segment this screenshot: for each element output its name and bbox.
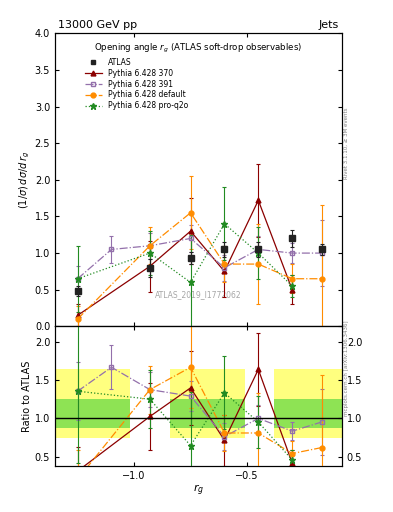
Text: mcplots.cern.ch [arXiv:1306.3436]: mcplots.cern.ch [arXiv:1306.3436] (344, 321, 349, 416)
Bar (274, 369, 342, 438)
Y-axis label: $(1/\sigma)\,d\sigma/d\,r_g$: $(1/\sigma)\,d\sigma/d\,r_g$ (17, 151, 32, 209)
Y-axis label: Ratio to ATLAS: Ratio to ATLAS (22, 360, 32, 432)
Legend: ATLAS, Pythia 6.428 370, Pythia 6.428 391, Pythia 6.428 default, Pythia 6.428 pr: ATLAS, Pythia 6.428 370, Pythia 6.428 39… (82, 55, 191, 114)
Text: Rivet 3.1.10, ≥ 3M events: Rivet 3.1.10, ≥ 3M events (344, 108, 349, 179)
Text: Jets: Jets (319, 20, 339, 30)
X-axis label: $r_g$: $r_g$ (193, 482, 204, 498)
Bar (55, 369, 130, 438)
Bar (170, 399, 245, 428)
Text: 13000 GeV pp: 13000 GeV pp (58, 20, 137, 30)
Bar (274, 399, 342, 428)
Bar (170, 369, 245, 438)
Text: Opening angle $r_g$ (ATLAS soft-drop observables): Opening angle $r_g$ (ATLAS soft-drop obs… (94, 42, 303, 55)
Text: ATLAS_2019_I1772062: ATLAS_2019_I1772062 (155, 290, 242, 299)
Bar (55, 399, 130, 428)
